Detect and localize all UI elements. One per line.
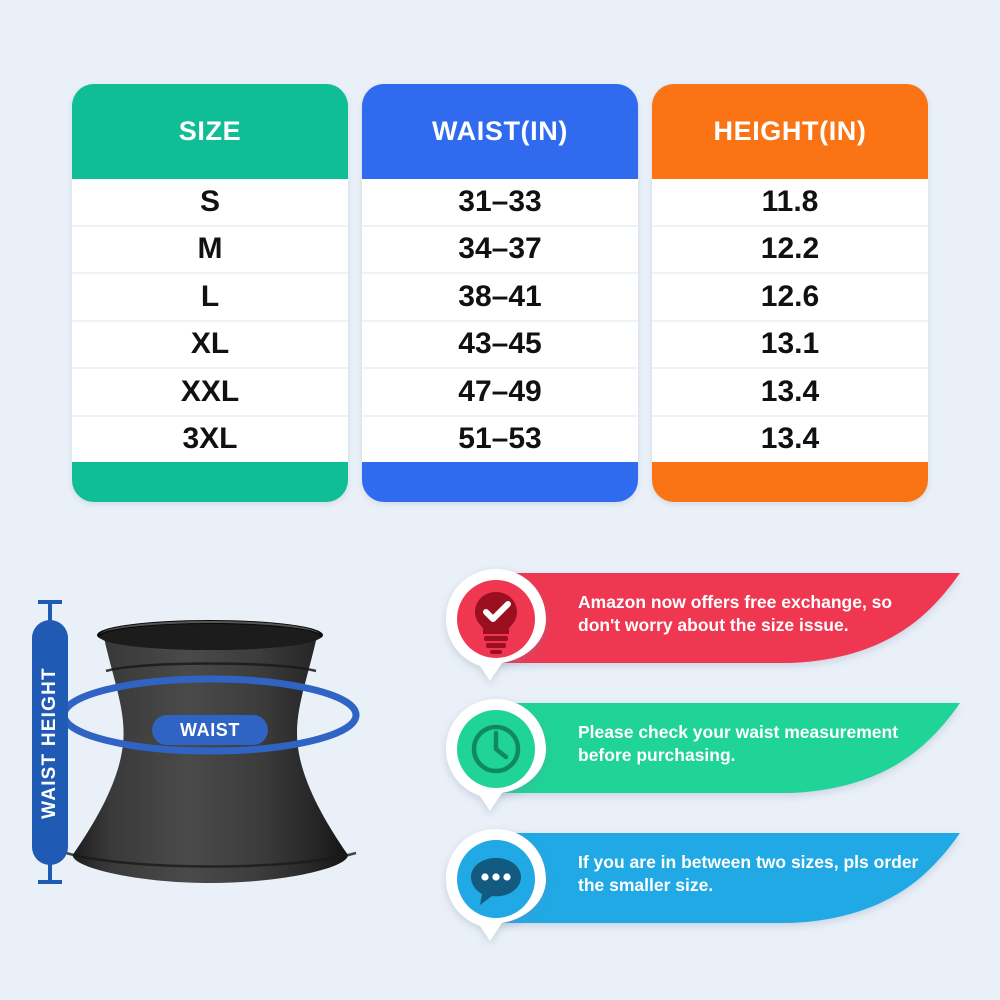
table-column-height: HEIGHT(IN) 11.8 12.2 12.6 13.1 13.4 13.4: [652, 84, 928, 502]
table-cell: 13.1: [652, 322, 928, 369]
table-column-size: SIZE S M L XL XXL 3XL: [72, 84, 348, 502]
info-banner: If you are in between two sizes, pls ord…: [440, 825, 960, 941]
column-header-waist: WAIST(IN): [362, 84, 638, 179]
info-banner: Amazon now offers free exchange, so don'…: [440, 565, 960, 681]
table-cell: 3XL: [182, 422, 238, 456]
column-footer-size: [72, 462, 348, 502]
waist-badge: WAIST: [152, 715, 268, 745]
column-header-height: HEIGHT(IN): [652, 84, 928, 179]
table-cell: 43–45: [362, 322, 638, 369]
waist-trainer-illustration: [20, 575, 420, 975]
column-body-size: S M L XL XXL 3XL: [72, 179, 348, 462]
table-cell: XL: [72, 322, 348, 369]
table-cell: 38–41: [362, 274, 638, 322]
table-cell: 11.8: [652, 179, 928, 227]
banner-text: If you are in between two sizes, pls ord…: [578, 852, 919, 896]
belt-graphic: [60, 620, 360, 883]
column-footer-waist: [362, 462, 638, 502]
table-cell: XXL: [72, 369, 348, 417]
chat-bubble-icon: [446, 829, 546, 941]
waist-height-stem-bottom: [48, 862, 52, 882]
table-cell: 31–33: [362, 179, 638, 227]
table-cell: 13.4: [652, 369, 928, 417]
banner-text: Amazon now offers free exchange, so don'…: [578, 592, 893, 636]
column-header-size: SIZE: [72, 84, 348, 179]
banner-icon-badge: [440, 695, 552, 813]
table-cell: 13.4: [760, 422, 820, 456]
column-footer-height: [652, 462, 928, 502]
table-cell: 12.6: [652, 274, 928, 322]
banner-ribbon-shape: [488, 833, 960, 923]
banner-text: Please check your waist measurement befo…: [578, 722, 899, 766]
table-cell: L: [72, 274, 348, 322]
banner-ribbon-shape: [488, 573, 960, 663]
table-cell: 51–53: [458, 422, 542, 456]
table-cell: 47–49: [362, 369, 638, 417]
banner-icon-badge: [440, 825, 552, 943]
banner-icon-badge: [440, 565, 552, 683]
waist-height-label-text: WAIST HEIGHT: [39, 666, 60, 819]
table-cell: 12.2: [652, 227, 928, 274]
table-cell: 34–37: [362, 227, 638, 274]
waist-height-cap-bottom: [38, 880, 62, 884]
table-column-waist: WAIST(IN) 31–33 34–37 38–41 43–45 47–49 …: [362, 84, 638, 502]
size-chart-table: SIZE S M L XL XXL 3XL WAIST(IN) 31–33 34…: [72, 84, 928, 502]
info-banner: Please check your waist measurement befo…: [440, 695, 960, 811]
table-cell: M: [72, 227, 348, 274]
waist-height-stem-top: [48, 602, 52, 622]
column-body-waist: 31–33 34–37 38–41 43–45 47–49 51–53: [362, 179, 638, 462]
column-body-height: 11.8 12.2 12.6 13.1 13.4 13.4: [652, 179, 928, 462]
waist-height-label: WAIST HEIGHT: [32, 620, 68, 865]
table-cell: S: [72, 179, 348, 227]
clock-icon: [446, 699, 546, 811]
lightbulb-check-icon: [446, 569, 546, 681]
banner-ribbon-shape: [488, 703, 960, 793]
